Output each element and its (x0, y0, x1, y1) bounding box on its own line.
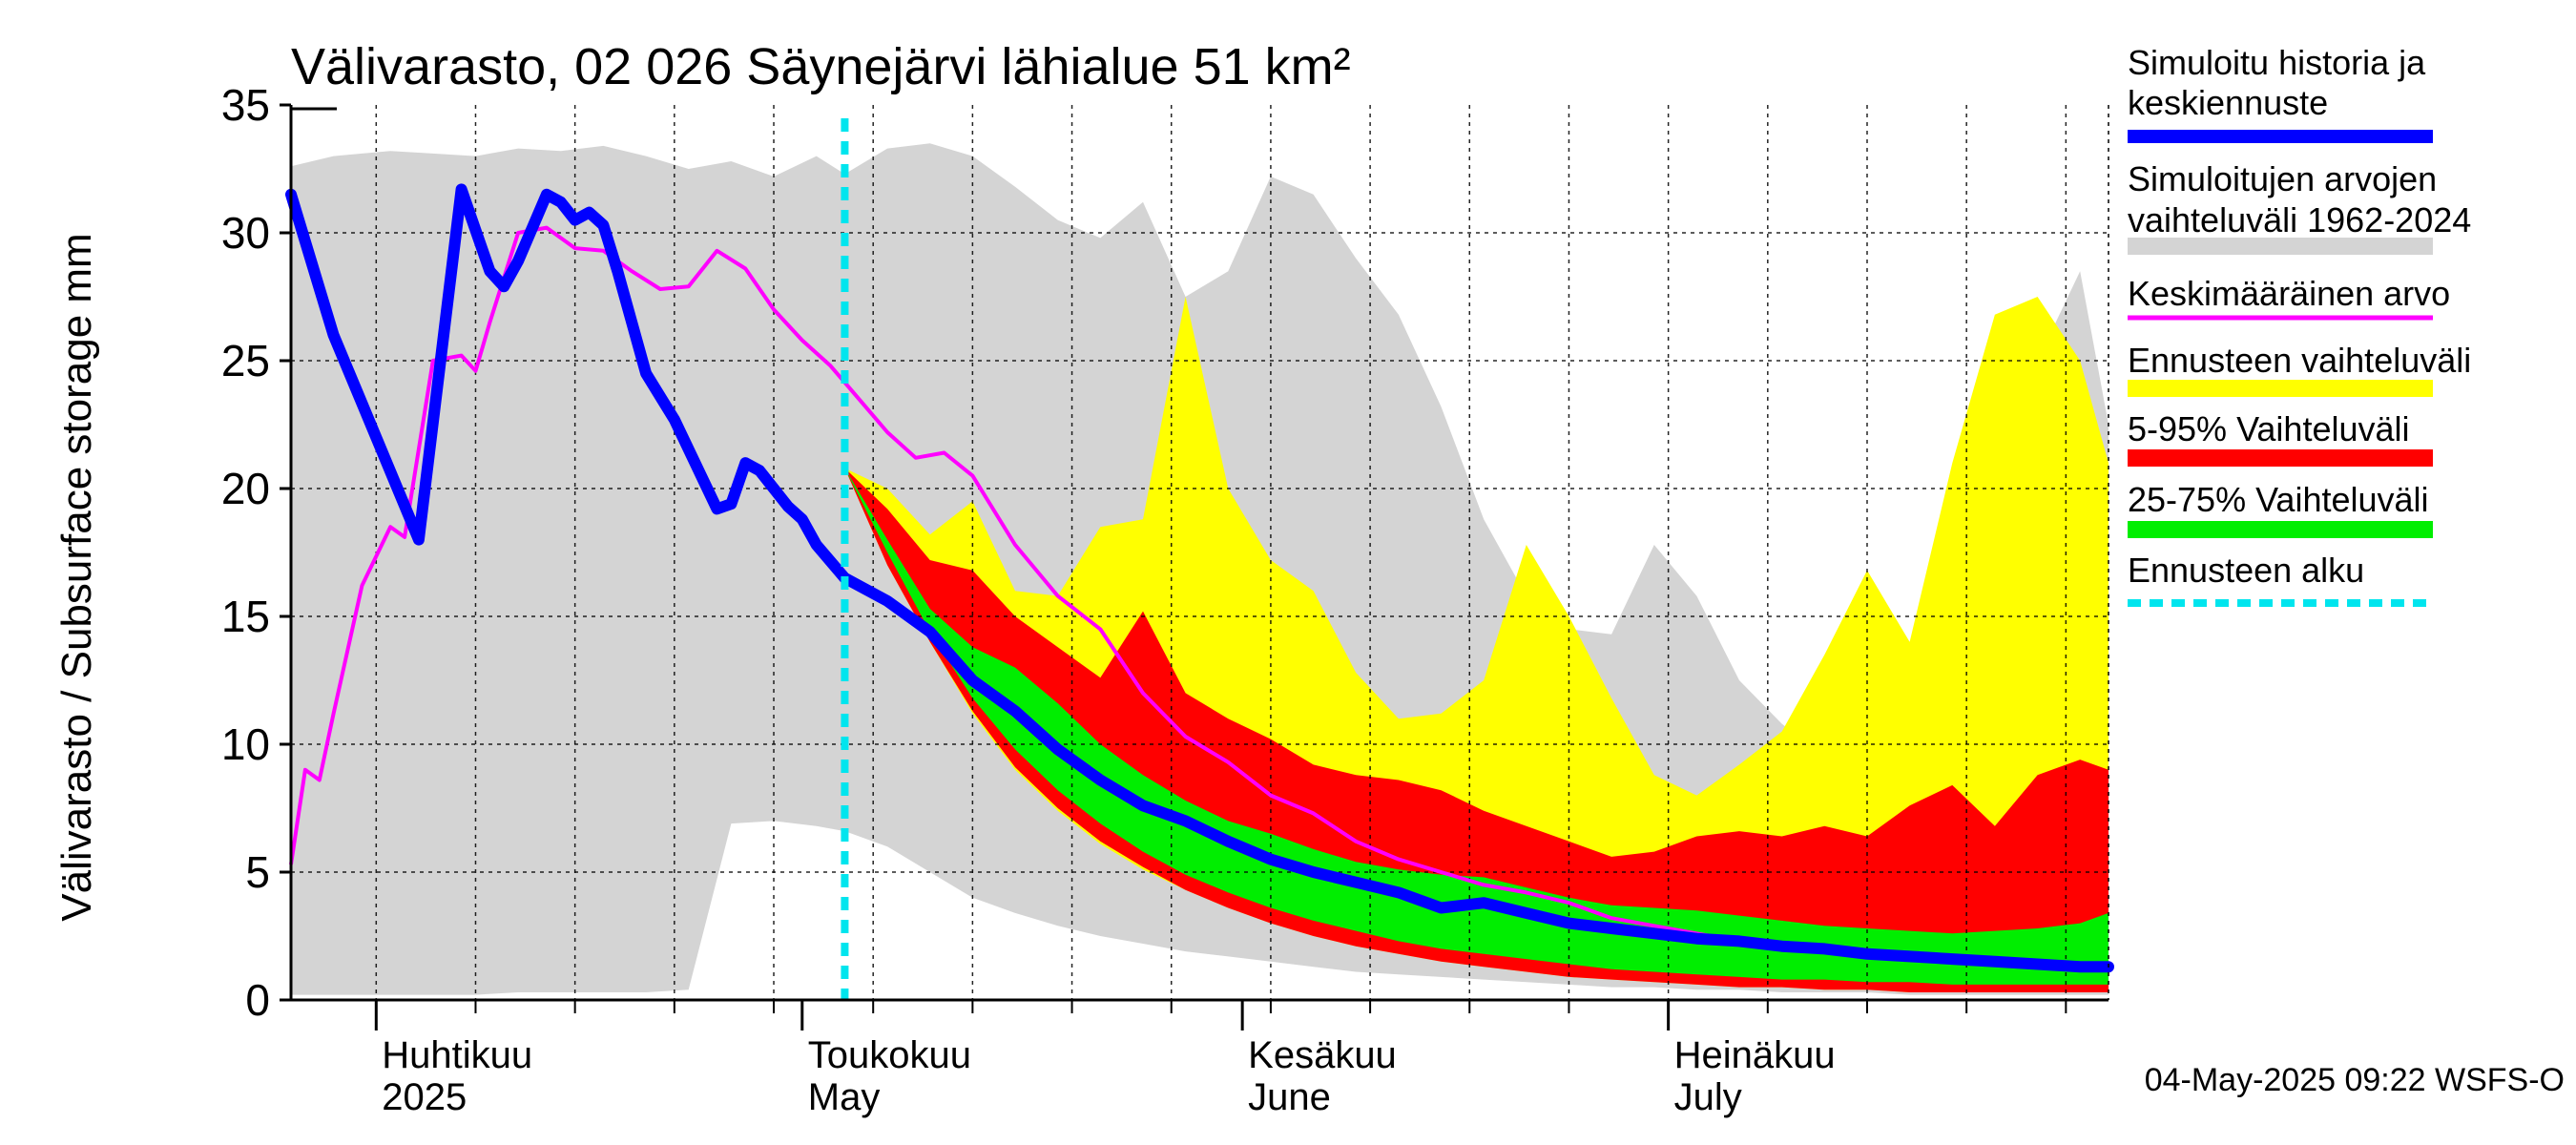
x-month-label: Kesäkuu (1248, 1034, 1397, 1076)
y-tick-label: 35 (221, 80, 270, 130)
legend-label: Ennusteen vaihteluväli (2128, 341, 2471, 380)
chart-title: Välivarasto, 02 026 Säynejärvi lähialue … (291, 38, 1351, 95)
x-month-label-en: June (1248, 1076, 1331, 1118)
x-month-label-en: May (808, 1076, 881, 1118)
legend-label: Keskimääräinen arvo (2128, 274, 2450, 313)
legend-label: 25-75% Vaihteluväli (2128, 480, 2429, 519)
y-tick-label: 0 (245, 975, 270, 1025)
axis-layer: 05101520253035Huhtikuu2025ToukokuuMayKes… (221, 80, 2109, 1118)
x-month-label-en: July (1674, 1076, 1742, 1118)
legend-item-p25-75: 25-75% Vaihteluväli (2128, 480, 2433, 538)
y-tick-label: 20 (221, 464, 270, 513)
p5-95-area (844, 468, 2109, 993)
y-tick-label: 10 (221, 719, 270, 769)
legend-item-forecast-range: Ennusteen vaihteluväli (2128, 341, 2471, 397)
y-tick-label: 25 (221, 336, 270, 385)
y-tick-label: 15 (221, 592, 270, 641)
legend-label: vaihteluväli 1962-2024 (2128, 200, 2471, 239)
line-layer (285, 118, 2114, 1000)
band-layer (291, 143, 2109, 995)
grid-layer (291, 105, 2109, 1000)
timestamp: 04-May-2025 09:22 WSFS-O (2145, 1062, 2565, 1098)
p25-75-area (844, 468, 2109, 985)
median-line (285, 183, 2114, 973)
x-month-label-en: 2025 (382, 1076, 467, 1118)
x-month-label: Heinäkuu (1674, 1034, 1836, 1076)
legend-label: Ennusteen alku (2128, 551, 2364, 590)
y-tick-label: 5 (245, 847, 270, 897)
legend-item-forecast-start: Ennusteen alku (2128, 551, 2433, 607)
legend-item-mean: Keskimääräinen arvo (2128, 274, 2450, 321)
legend-label: 5-95% Vaihteluväli (2128, 409, 2410, 448)
legend-label: Simuloitu historia ja (2128, 43, 2426, 82)
y-tick-label: 30 (221, 208, 270, 258)
x-month-label: Toukokuu (808, 1034, 971, 1076)
y-axis-label: Välivarasto / Subsurface storage mm (53, 233, 100, 921)
x-month-label: Huhtikuu (382, 1034, 532, 1076)
legend: Simuloitu historia jakeskiennusteSimuloi… (2128, 43, 2471, 607)
legend-item-p5-95: 5-95% Vaihteluväli (2128, 409, 2433, 467)
legend-label: keskiennuste (2128, 83, 2328, 122)
legend-label: Simuloitujen arvojen (2128, 159, 2437, 198)
